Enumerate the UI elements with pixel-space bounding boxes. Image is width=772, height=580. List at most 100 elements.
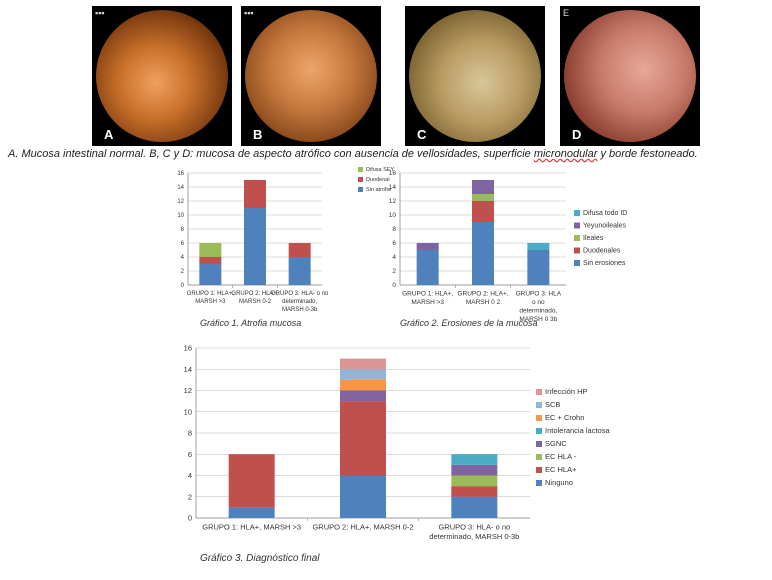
y-tick-label: 8 xyxy=(392,226,396,233)
legend-label: EC + Crohn xyxy=(545,413,584,422)
photo-corner-mark: E xyxy=(563,8,570,18)
photo-corner-mark: ▪▪▪ xyxy=(95,8,105,18)
y-tick-label: 16 xyxy=(177,171,184,177)
y-tick-label: 12 xyxy=(177,199,184,205)
chart-1-svg: 0 2 4 6 8 10 12 14 16 GRUPO 1: HLA+, MARSH >3 GRUPO… xyxy=(177,167,394,313)
y-tick-label: 16 xyxy=(389,170,397,177)
endoscopy-photo-b: ▪▪▪ B xyxy=(241,6,381,146)
figure-caption: A. Mucosa intestinal normal. B, C y D: m… xyxy=(8,148,768,160)
bar-segment xyxy=(288,243,311,257)
y-tick-label: 14 xyxy=(177,185,184,191)
x-category-label: o no xyxy=(532,299,545,306)
chart-3-svg: 0 2 4 6 8 10 12 14 16 GRUPO 1: HLA+, MARSH >3 GRUP… xyxy=(184,344,611,542)
y-tick-label: 10 xyxy=(177,213,184,219)
bar-segment xyxy=(451,454,498,465)
photo-label: B xyxy=(253,127,263,142)
bar-segment xyxy=(340,379,386,391)
legend-swatch xyxy=(536,480,542,486)
legend-swatch xyxy=(358,187,363,192)
x-category-label: MARSH 0 3b xyxy=(519,316,557,323)
x-category-label: determinado, xyxy=(519,308,557,315)
legend-label: Intolerancia lactosa xyxy=(545,426,610,435)
y-tick-label: 16 xyxy=(184,344,192,353)
legend-swatch xyxy=(536,467,542,473)
legend-label: EC HLA+ xyxy=(545,465,577,474)
legend-swatch xyxy=(536,415,542,421)
y-tick-label: 0 xyxy=(392,282,396,289)
bar-segment xyxy=(416,250,439,285)
endoscopy-image xyxy=(409,10,541,142)
legend-swatch xyxy=(358,167,363,172)
bar-segment xyxy=(527,250,550,285)
bar-segment xyxy=(340,369,386,380)
x-category-label: GRUPO 3: HLA- o no xyxy=(271,291,329,297)
legend-swatch xyxy=(574,235,580,241)
endoscopy-image xyxy=(96,10,228,142)
endoscopy-image xyxy=(564,10,696,142)
x-category-label: GRUPO 2: HLA+, MARSH 0-2 xyxy=(312,523,413,532)
y-tick-label: 8 xyxy=(181,227,185,233)
x-category-label: determinado, MARSH 0-3b xyxy=(429,532,519,541)
legend-swatch xyxy=(536,454,542,460)
x-category-label: MARSH >3 xyxy=(411,299,444,306)
y-tick-label: 2 xyxy=(181,269,185,275)
legend-label: Sin erosiones xyxy=(583,260,626,267)
bar-segment xyxy=(472,194,494,201)
y-tick-label: 10 xyxy=(389,212,397,219)
x-category-label: MARSH 0-2 xyxy=(239,299,272,305)
x-category-label: GRUPO 2: HLA+, xyxy=(231,291,279,297)
x-category-label: GRUPO 1: HLA+, xyxy=(187,291,235,297)
legend-label: EC HLA - xyxy=(545,452,577,461)
bar-segment xyxy=(451,496,498,518)
legend-swatch xyxy=(574,210,580,216)
endoscopy-photo-c: C xyxy=(405,6,545,146)
caption-squiggle-word: micronodular xyxy=(533,148,598,160)
legend-label: Duodenal xyxy=(366,177,390,183)
y-tick-label: 4 xyxy=(392,254,396,261)
caption-text-1: A. Mucosa intestinal normal. B, C y D: m… xyxy=(8,148,534,160)
bar-segment xyxy=(340,358,386,370)
bar-segment xyxy=(199,243,222,257)
y-tick-label: 10 xyxy=(184,407,192,416)
bar-segment xyxy=(228,454,275,508)
chart-3-diagnostico: 0 2 4 6 8 10 12 14 16 GRUPO 1: HLA+, MARSH >3 GRUP… xyxy=(168,338,638,558)
chart-1-title: Gráfico 1. Atrofia mucosa xyxy=(200,318,302,328)
legend-swatch xyxy=(536,428,542,434)
y-tick-label: 12 xyxy=(184,386,192,395)
legend-swatch xyxy=(536,402,542,408)
y-tick-label: 14 xyxy=(184,365,192,374)
legend-swatch xyxy=(358,177,363,182)
bar-segment xyxy=(244,180,266,208)
x-category-label: MARSH 0-3b xyxy=(282,307,318,313)
y-tick-label: 0 xyxy=(181,283,185,289)
y-tick-label: 4 xyxy=(188,471,192,480)
bar-segment xyxy=(199,264,222,285)
x-category-label: GRUPO 1: HLA+, xyxy=(402,291,453,298)
bar-segment xyxy=(340,401,386,476)
legend-label: Yeyunoileales xyxy=(583,223,626,230)
endoscopy-photo-d: E D xyxy=(560,6,700,146)
legend-label: Duodenales xyxy=(583,248,621,255)
bar-segment xyxy=(416,243,439,250)
chart-1-atrofia: 0 2 4 6 8 10 12 14 16 GRUPO 1: HLA+, MARSH >3 GRUPO… xyxy=(172,163,398,323)
y-tick-label: 4 xyxy=(181,255,185,261)
legend-label: Ninguno xyxy=(545,478,573,487)
bar-segment xyxy=(244,208,266,285)
chart-2-svg: 0 2 4 6 8 10 12 14 16 GRUPO 1: HLA+,MARSH >3 GRUPO… xyxy=(389,170,628,323)
photo-label: C xyxy=(417,127,427,142)
legend-swatch xyxy=(574,260,580,266)
y-tick-label: 6 xyxy=(188,450,192,459)
legend-label: Difusa SEY xyxy=(366,167,394,173)
y-tick-label: 14 xyxy=(389,184,397,191)
bar-segment xyxy=(472,201,494,222)
photo-corner-mark: ▪▪▪ xyxy=(244,8,254,18)
chart-2-erosiones: 0 2 4 6 8 10 12 14 16 GRUPO 1: HLA+, MARSH >3 GRUPO… xyxy=(370,163,660,323)
endoscopy-photo-a: ▪▪▪ A xyxy=(92,6,232,146)
chart-3-title: Gráfico 3. Diagnóstico final xyxy=(200,553,320,564)
legend-label: SGNC xyxy=(545,439,567,448)
bar-segment xyxy=(451,486,498,497)
y-tick-label: 6 xyxy=(392,240,396,247)
legend-label: Sin atrofia xyxy=(366,187,392,193)
y-tick-label: 0 xyxy=(188,514,192,523)
chart-2-title: Gráfico 2. Erosiones de la mucosa xyxy=(400,318,538,328)
